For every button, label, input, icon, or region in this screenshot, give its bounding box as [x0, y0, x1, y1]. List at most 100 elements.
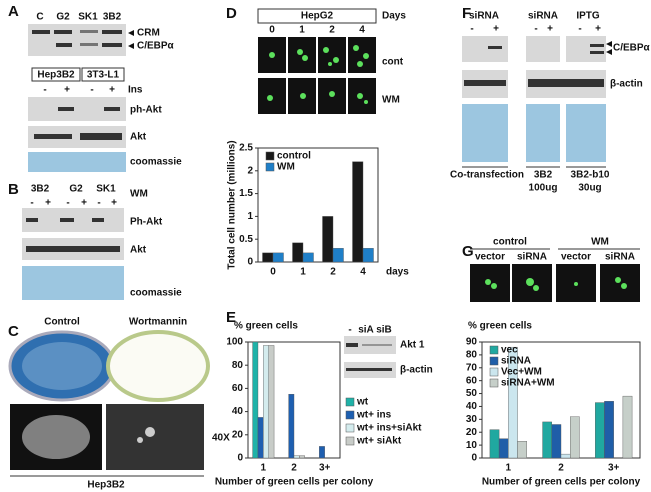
y-tick-label: 0 [247, 257, 253, 268]
legend-swatch [489, 378, 499, 388]
sign: - [534, 24, 537, 35]
bar [292, 242, 304, 263]
y-tick-label: 0 [471, 453, 477, 464]
sign: - [66, 198, 69, 209]
legend-swatch [345, 410, 355, 420]
y-tick-label: 80 [232, 360, 244, 371]
sign: + [81, 198, 87, 209]
column-label: vector [561, 252, 591, 263]
bar [322, 216, 334, 263]
y-tick-label: 70 [466, 362, 478, 373]
column-label: siRNA [605, 252, 635, 263]
bar [508, 346, 518, 459]
bar [622, 395, 633, 459]
bar [570, 416, 580, 459]
legend-label: WM [277, 162, 295, 173]
bar [272, 252, 284, 263]
x-tick-label: 1 [300, 267, 306, 278]
legend-swatch [265, 162, 275, 172]
cell-label: HepG2 [301, 11, 334, 22]
blot-label: β-actin [400, 365, 433, 376]
group-label: control [493, 237, 527, 248]
caption: 30ug [578, 183, 601, 194]
y-tick-label: 40 [466, 401, 478, 412]
legend-label: wt+ siAkt [356, 436, 402, 447]
lane-label: SK1 [78, 12, 98, 23]
bar [362, 248, 374, 263]
panel-label: C [8, 323, 19, 340]
legend-swatch [345, 423, 355, 433]
sign: - [470, 24, 473, 35]
legend-label: siRNA [501, 356, 531, 367]
x-tick-label: 2 [558, 463, 564, 474]
sign: - [43, 85, 46, 96]
bar [542, 421, 552, 459]
panel-label: E [226, 309, 236, 326]
blot-label: Akt [130, 245, 147, 256]
legend-label: siRNA+WM [501, 378, 555, 389]
x-tick-label: 2 [291, 463, 297, 474]
culture-dishes [8, 330, 210, 470]
group-label: siRNA [528, 11, 558, 22]
sign: + [547, 24, 553, 35]
x-axis-label: Number of green cells per colony [215, 477, 374, 488]
y-axis-label: % green cells [468, 321, 532, 332]
y-tick-label: 80 [466, 350, 478, 361]
blot-label: Akt [130, 132, 147, 143]
x-axis-label: days [386, 267, 409, 278]
group-label: siRNA [469, 11, 499, 22]
y-tick-label: 100 [226, 337, 243, 348]
y-tick-label: 2.5 [239, 143, 253, 154]
cell-label: Hep3B2 [87, 480, 125, 491]
header-box [257, 8, 377, 24]
x-tick-label: 3+ [608, 463, 620, 474]
magnification: 40X [212, 433, 230, 444]
day-label: 4 [359, 25, 365, 36]
legend-label: wt [356, 397, 369, 408]
legend-label: wt+ ins [356, 410, 392, 421]
bar [302, 252, 314, 263]
group-label: WM [591, 237, 609, 248]
legend-swatch [345, 436, 355, 446]
lane-label: C [36, 12, 43, 23]
y-tick-label: 50 [466, 388, 478, 399]
condition-label: Wortmannin [129, 317, 187, 328]
legend-label: vec [501, 345, 518, 356]
blot-label: Ph-Akt [130, 217, 163, 228]
lane-label: siB [376, 325, 392, 336]
lane-label: siA [358, 325, 374, 336]
panel-label: B [8, 181, 19, 198]
x-axis-label: Number of green cells per colony [482, 477, 641, 488]
condition-label: Control [44, 317, 80, 328]
y-tick-label: 60 [466, 375, 478, 386]
caption: 3B2-b10 [571, 170, 610, 181]
x-tick-label: 0 [270, 267, 276, 278]
band-label: C/EBPα [137, 41, 175, 52]
sign: + [109, 85, 115, 96]
legend-swatch [489, 356, 499, 366]
y-axis-label: % green cells [234, 321, 298, 332]
sign: + [595, 24, 601, 35]
y-tick-label: 40 [232, 406, 244, 417]
y-tick-label: 1.5 [239, 188, 253, 199]
bar [560, 453, 571, 459]
bar [263, 345, 269, 459]
y-axis-label: Total cell number (millions) [227, 140, 238, 269]
y-tick-label: 90 [466, 337, 478, 348]
sign: + [64, 85, 70, 96]
y-tick-label: 0.5 [239, 234, 253, 245]
bar [293, 455, 300, 459]
sign: - [90, 85, 93, 96]
days-label: Days [382, 11, 406, 22]
micrographs [470, 264, 640, 302]
sign: - [97, 198, 100, 209]
cell-box [81, 67, 125, 82]
day-label: 2 [329, 25, 335, 36]
lane-label: 3B2 [103, 12, 122, 23]
day-label: 0 [269, 25, 275, 36]
legend-swatch [265, 151, 275, 161]
bar [268, 345, 275, 459]
cell-label: Hep3B2 [37, 70, 75, 81]
bar [551, 424, 562, 459]
